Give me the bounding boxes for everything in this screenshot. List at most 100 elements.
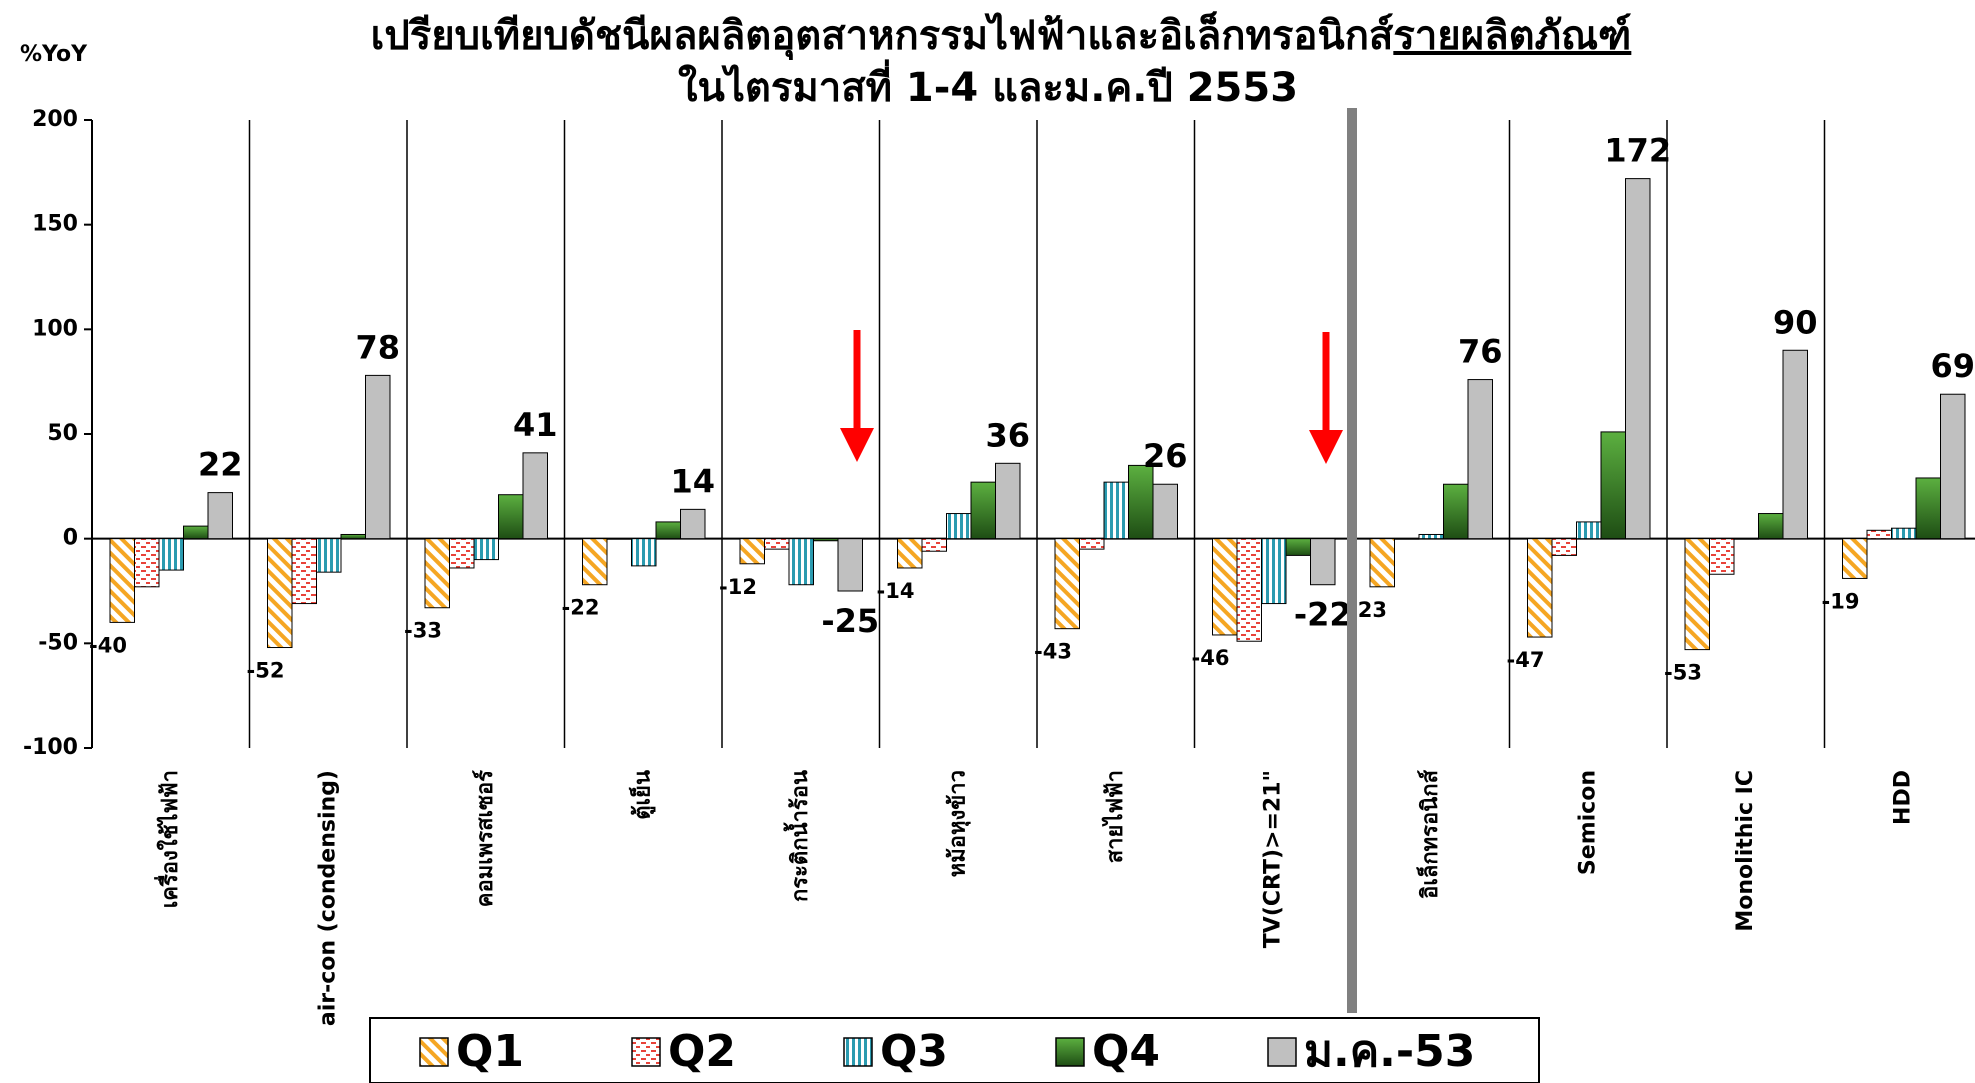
bar — [582, 538, 608, 586]
bar — [788, 538, 814, 586]
bar — [1054, 538, 1080, 630]
bar — [291, 538, 317, 605]
bar — [1842, 538, 1868, 579]
legend-label: Q4 — [1092, 1026, 1160, 1077]
legend-label: ม.ค.-53 — [1304, 1026, 1475, 1077]
bar — [1866, 529, 1892, 540]
bar — [606, 538, 632, 540]
bar — [1733, 538, 1759, 540]
bar — [1551, 538, 1577, 556]
y-tick-label: 50 — [47, 421, 78, 446]
bar — [424, 538, 450, 609]
data-label: -22 — [562, 596, 600, 620]
legend-swatch — [843, 1037, 873, 1067]
x-tick-label: กระติกน้ำร้อน — [783, 770, 813, 902]
bar — [921, 538, 947, 552]
bar — [1684, 538, 1710, 651]
bar — [1212, 538, 1238, 636]
bar — [1443, 483, 1469, 540]
x-tick-label: Semicon — [1575, 770, 1600, 875]
legend-swatch — [1267, 1037, 1297, 1067]
bar — [995, 462, 1021, 540]
data-label: 90 — [1773, 303, 1818, 341]
legend-swatch — [1055, 1037, 1085, 1067]
data-label: 26 — [1143, 437, 1188, 475]
legend-swatch — [419, 1037, 449, 1067]
x-tick-label: air-con (condensing) — [315, 770, 340, 1026]
bar — [1915, 477, 1941, 540]
chart-title: เปรียบเทียบดัชนีผลผลิตอุตสาหกรรมไฟฟ้าและ… — [371, 10, 1632, 61]
x-tick-label: หม้อหุงข้าว — [945, 770, 971, 877]
data-label: -12 — [719, 575, 757, 599]
data-label: 14 — [670, 462, 715, 500]
title-underlined: รายผลิตภัณฑ์ — [1393, 13, 1631, 59]
bar — [1103, 481, 1129, 540]
legend-box — [369, 1017, 1540, 1083]
bar — [498, 494, 524, 540]
bar — [340, 533, 366, 540]
bar — [1467, 379, 1493, 540]
bar — [1600, 431, 1626, 540]
data-label: -14 — [877, 579, 915, 603]
data-label: -19 — [1822, 589, 1860, 613]
bar — [1940, 393, 1966, 540]
bar — [1261, 538, 1287, 605]
data-label: -47 — [1507, 648, 1545, 672]
data-label: -25 — [821, 602, 879, 640]
bar — [1891, 527, 1917, 540]
bar — [1369, 538, 1395, 588]
title-part: เปรียบเทียบดัชนีผลผลิตอุตสาหกรรมไฟฟ้าและ… — [371, 10, 1394, 61]
x-tick-label: อิเล็กทรอนิกส์ — [1415, 769, 1443, 898]
bar — [764, 538, 790, 550]
chart-subtitle: ในไตรมาสที่ 1-4 และม.ค.ปี 2553 — [678, 59, 1298, 111]
bar — [449, 538, 475, 569]
bar — [267, 538, 293, 649]
bar — [1576, 521, 1602, 540]
data-label: 36 — [985, 416, 1030, 454]
bar — [109, 538, 135, 623]
y-axis-label: %YoY — [20, 42, 88, 67]
bar — [813, 538, 839, 542]
data-label: 22 — [198, 446, 243, 484]
y-tick-label: 100 — [32, 316, 78, 341]
y-tick-label: 150 — [32, 212, 78, 237]
bar — [207, 492, 233, 540]
data-label: 76 — [1458, 333, 1503, 371]
bar — [1079, 538, 1105, 550]
bar — [1285, 538, 1311, 556]
data-label: -40 — [89, 633, 127, 657]
data-label: 41 — [513, 406, 558, 444]
x-tick-label: ตู้เย็น — [627, 770, 656, 820]
data-label: -22 — [1294, 596, 1352, 634]
y-tick-label: 200 — [32, 107, 78, 132]
bar — [1418, 533, 1444, 540]
data-label: 69 — [1930, 347, 1975, 385]
bar — [1236, 538, 1262, 642]
bar — [158, 538, 184, 571]
data-label: 78 — [355, 328, 400, 366]
x-tick-label: TV(CRT)>=21" — [1260, 770, 1285, 948]
bar — [1152, 483, 1178, 540]
bar — [1394, 538, 1420, 540]
bar — [134, 538, 160, 588]
data-label: -33 — [404, 619, 442, 643]
bar — [316, 538, 342, 573]
bar — [473, 538, 499, 561]
data-label: -46 — [1192, 646, 1230, 670]
legend-label: Q2 — [668, 1026, 736, 1077]
legend-label: Q3 — [880, 1026, 948, 1077]
bar — [1625, 178, 1651, 540]
bar — [1310, 538, 1336, 586]
bar — [1709, 538, 1735, 575]
bar — [183, 525, 209, 540]
bar — [897, 538, 923, 569]
y-tick-label: -50 — [38, 630, 78, 655]
bar — [1128, 464, 1154, 540]
x-tick-label: Monolithic IC — [1733, 770, 1758, 932]
bar — [1527, 538, 1553, 638]
bar — [739, 538, 765, 565]
bar — [837, 538, 863, 592]
data-label: 172 — [1604, 132, 1671, 170]
x-tick-label: เครื่องใช้ไฟฟ้า — [153, 770, 183, 908]
